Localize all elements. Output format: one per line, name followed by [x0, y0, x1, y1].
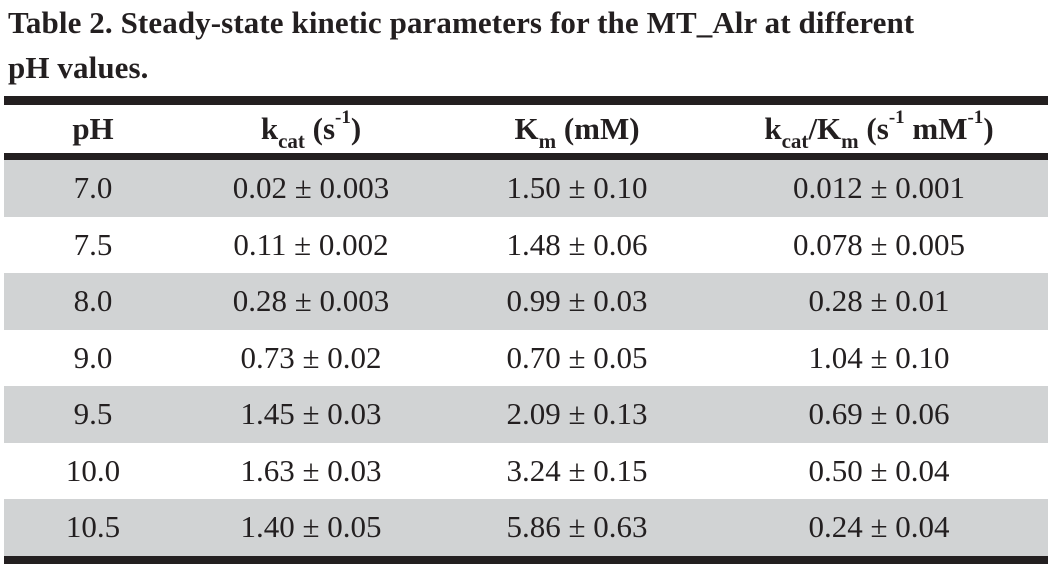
cell-kcat: 1.63 ± 0.03 [240, 452, 382, 488]
cell-kcat-km: 0.012 ± 0.001 [792, 170, 965, 206]
caption-line-1: Table 2. Steady-state kinetic parameters… [8, 5, 915, 40]
table-row: 10.0 1.63 ± 0.03 3.24 ± 0.15 0.50 ± 0.04 [4, 443, 1048, 500]
cell-kcat: 0.73 ± 0.02 [240, 339, 382, 375]
cell-km: 1.48 ± 0.06 [506, 226, 648, 262]
cell-km: 3.24 ± 0.15 [506, 452, 648, 488]
cell-kcat-km: 0.24 ± 0.04 [808, 509, 950, 545]
cell-kcat-km: 0.69 ± 0.06 [808, 396, 950, 432]
cell-kcat-km: 0.078 ± 0.005 [792, 226, 965, 262]
top-rule [4, 96, 1048, 105]
caption-line-2: pH values. [8, 50, 149, 85]
cell-ph: 8.0 [73, 283, 113, 319]
header-kcat: k cat (s -1) [260, 107, 362, 153]
table-row: 10.5 1.40 ± 0.05 5.86 ± 0.63 0.24 ± 0.04 [4, 499, 1048, 556]
table-row: 9.5 1.45 ± 0.03 2.09 ± 0.13 0.69 ± 0.06 [4, 386, 1048, 443]
cell-kcat: 1.40 ± 0.05 [240, 509, 382, 545]
cell-km: 1.50 ± 0.10 [506, 170, 648, 206]
cell-ph: 10.5 [65, 509, 121, 545]
table-caption: Table 2. Steady-state kinetic parameters… [8, 0, 1058, 90]
table-row: 7.5 0.11 ± 0.002 1.48 ± 0.06 0.078 ± 0.0… [4, 217, 1048, 274]
cell-km: 0.70 ± 0.05 [506, 339, 648, 375]
table-row: 8.0 0.28 ± 0.003 0.99 ± 0.03 0.28 ± 0.01 [4, 273, 1048, 330]
cell-ph: 9.0 [73, 339, 113, 375]
cell-kcat-km: 0.50 ± 0.04 [808, 452, 950, 488]
cell-ph: 9.5 [73, 396, 113, 432]
table-row: 9.0 0.73 ± 0.02 0.70 ± 0.05 1.04 ± 0.10 [4, 330, 1048, 387]
cell-kcat-km: 0.28 ± 0.01 [808, 283, 950, 319]
cell-ph: 10.0 [65, 452, 121, 488]
table-row: 7.0 0.02 ± 0.003 1.50 ± 0.10 0.012 ± 0.0… [4, 160, 1048, 217]
cell-ph: 7.5 [73, 226, 113, 262]
header-kcat-over-km: k cat/K m (s -1 mM -1) [764, 107, 994, 153]
cell-km: 2.09 ± 0.13 [506, 396, 648, 432]
cell-kcat: 0.28 ± 0.003 [232, 283, 390, 319]
header-rule [4, 153, 1048, 160]
cell-km: 0.99 ± 0.03 [506, 283, 648, 319]
cell-kcat: 0.02 ± 0.003 [232, 170, 390, 206]
cell-kcat: 0.11 ± 0.002 [233, 226, 389, 262]
cell-kcat-km: 1.04 ± 0.10 [808, 339, 950, 375]
cell-ph: 7.0 [73, 170, 113, 206]
table-body: 7.0 0.02 ± 0.003 1.50 ± 0.10 0.012 ± 0.0… [4, 160, 1048, 556]
cell-km: 5.86 ± 0.63 [506, 509, 648, 545]
bottom-rule [4, 556, 1048, 564]
header-ph: pH [72, 111, 114, 146]
cell-kcat: 1.45 ± 0.03 [240, 396, 382, 432]
